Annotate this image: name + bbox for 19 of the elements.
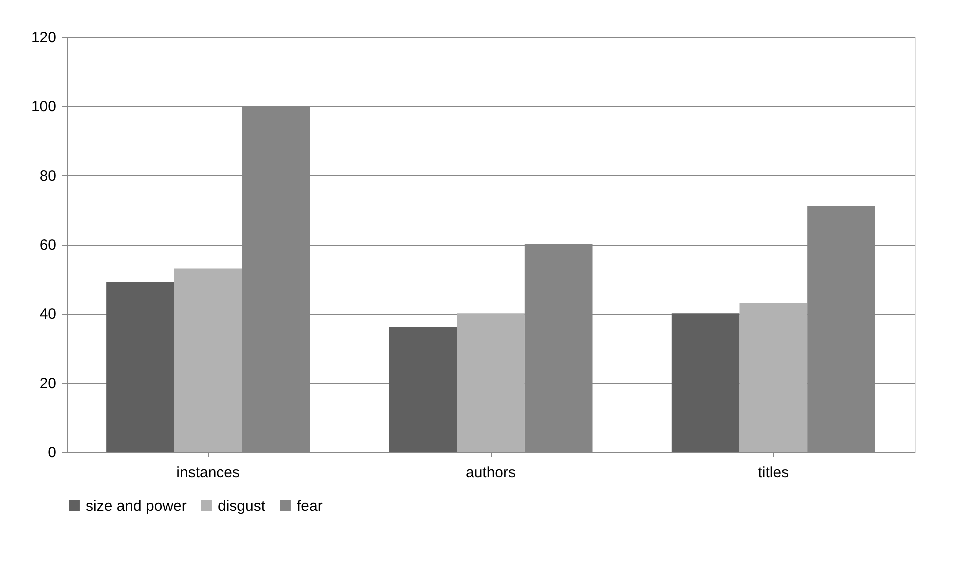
bar xyxy=(106,282,174,452)
bar xyxy=(740,303,808,452)
legend-label: size and power xyxy=(86,498,187,515)
bar xyxy=(672,314,740,452)
y-tick-label: 120 xyxy=(31,30,56,46)
y-tick-label: 40 xyxy=(40,306,56,324)
x-tick-label: titles xyxy=(758,464,790,482)
y-tick-label: 60 xyxy=(40,237,56,254)
y-tick-label: 20 xyxy=(40,375,56,392)
x-tick-label: instances xyxy=(176,464,240,482)
legend-label: disgust xyxy=(218,498,266,515)
y-tick-label: 80 xyxy=(40,168,56,185)
legend-label: fear xyxy=(297,498,323,515)
bar xyxy=(389,328,458,452)
y-tick-label: 100 xyxy=(31,98,56,116)
bar xyxy=(174,268,242,452)
x-tick-label: authors xyxy=(466,464,516,482)
bar xyxy=(457,314,525,452)
y-tick-label: 0 xyxy=(48,444,56,462)
